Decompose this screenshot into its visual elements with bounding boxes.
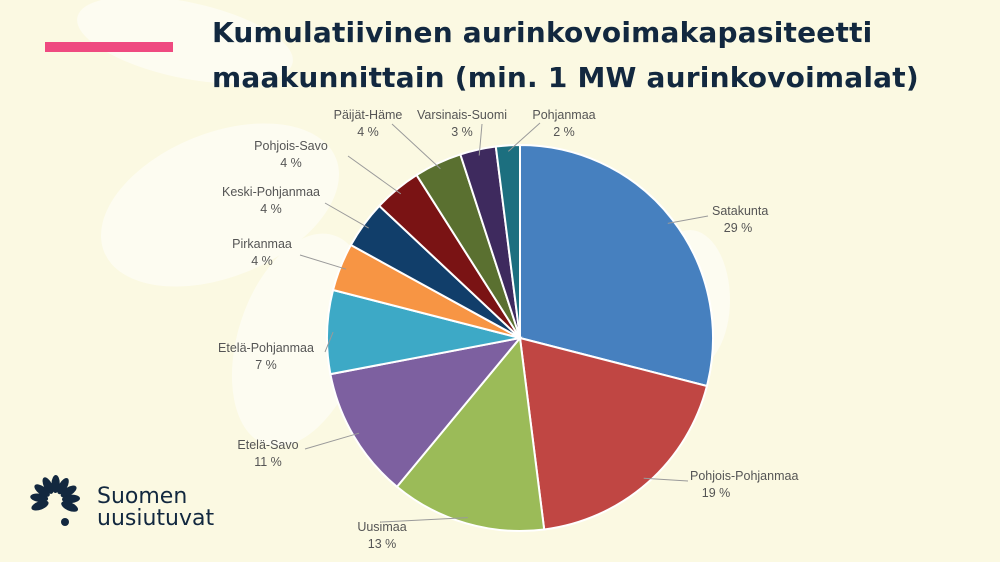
slice-label: Etelä-Pohjanmaa xyxy=(218,341,314,355)
slice-value-label: 4 % xyxy=(280,156,302,170)
slice-label: Uusimaa xyxy=(357,520,406,534)
slice-value-label: 7 % xyxy=(255,358,277,372)
leader-line xyxy=(347,155,402,195)
pie-labels: Satakunta 29 % Pohjois-Pohjanmaa 19 % Uusima… xyxy=(218,108,798,551)
slice-label: Varsinais-Suomi xyxy=(417,108,507,122)
logo-leaf xyxy=(57,478,69,495)
leader-line xyxy=(643,477,689,482)
brand-name-line2: uusiutuvat xyxy=(97,506,215,531)
slice-label: Keski-Pohjanmaa xyxy=(222,185,320,199)
slice-value-label: 4 % xyxy=(251,254,273,268)
leader-line xyxy=(391,123,441,170)
leader-line xyxy=(324,202,369,229)
logo-dot xyxy=(61,518,69,526)
slice-label: Satakunta xyxy=(712,204,768,218)
logo-leaf xyxy=(31,500,49,511)
logo-leaf xyxy=(62,494,80,504)
slice-value-label: 3 % xyxy=(451,125,473,139)
leaf-burst-icon xyxy=(30,475,80,526)
pie-slice-pohjois-pohjanmaa xyxy=(518,336,709,531)
slice-label: Pohjois-Savo xyxy=(254,139,328,153)
pie-slice-pohjanmaa xyxy=(494,143,521,339)
slice-value-label: 13 % xyxy=(368,537,397,551)
accent-bar xyxy=(45,42,173,52)
slice-value-label: 4 % xyxy=(260,202,282,216)
slice-label: Päijät-Häme xyxy=(334,108,403,122)
slice-value-label: 29 % xyxy=(724,221,753,235)
leader-line xyxy=(304,432,360,450)
slice-value-label: 11 % xyxy=(254,455,282,469)
leader-line xyxy=(667,215,709,224)
logo-leaf xyxy=(34,484,50,497)
pie-chart xyxy=(326,143,714,532)
pie-slice-satakunta xyxy=(519,143,714,388)
slice-label: Pohjois-Pohjanmaa xyxy=(690,469,798,483)
logo-leaf xyxy=(61,501,78,512)
slice-label: Pirkanmaa xyxy=(232,237,292,251)
slice-label: Pohjanmaa xyxy=(532,108,595,122)
pie-slice-uusimaa xyxy=(395,335,546,532)
chart-title: Kumulatiivinen aurinkovoimakapasiteetti … xyxy=(212,16,919,94)
leader-line xyxy=(507,122,541,152)
brand-name-line1: Suomen xyxy=(97,484,188,509)
logo-leaf xyxy=(60,485,77,498)
leader-line xyxy=(381,517,468,523)
leader-line xyxy=(324,331,334,353)
slice-value-label: 2 % xyxy=(553,125,575,139)
leader-line xyxy=(478,123,483,156)
slice-value-label: 19 % xyxy=(702,486,731,500)
slice-label: Etelä-Savo xyxy=(237,438,298,452)
pie-slice-etelä-savo xyxy=(329,336,523,489)
slice-value-label: 4 % xyxy=(357,125,379,139)
leader-line xyxy=(299,254,347,270)
logo-leaf xyxy=(42,477,54,494)
